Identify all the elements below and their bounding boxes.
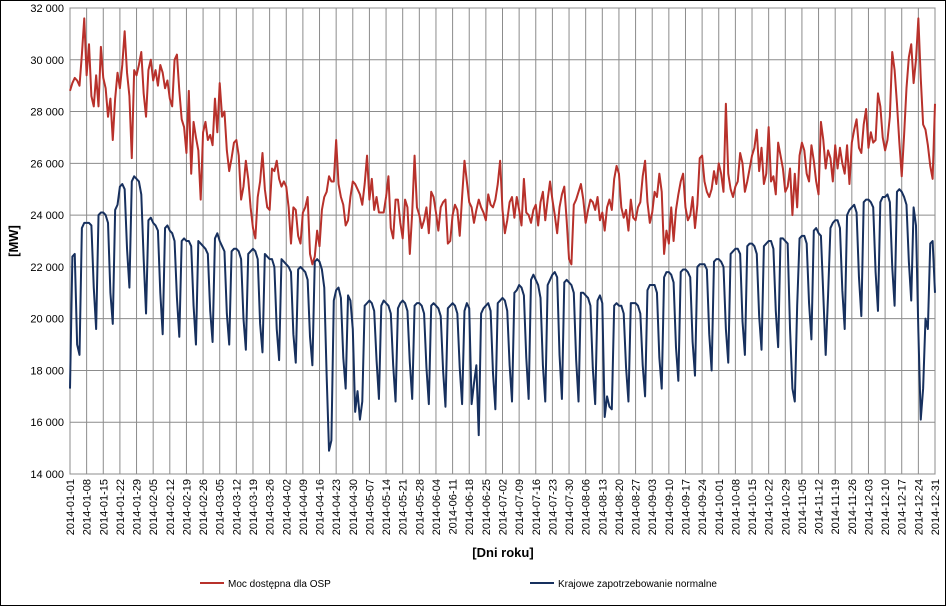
x-tick-label: 2014-04-02 [281, 479, 293, 535]
x-tick-label: 2014-10-29 [780, 479, 792, 535]
x-tick-label: 2014-10-01 [714, 479, 726, 535]
x-tick-label: 2014-12-03 [863, 479, 875, 535]
x-tick-label: 2014-06-18 [464, 479, 476, 535]
x-tick-label: 2014-09-03 [647, 479, 659, 535]
x-tick-label: 2014-11-26 [847, 479, 859, 534]
x-tick-label: 2014-02-05 [148, 479, 160, 535]
x-tick-label: 2014-04-23 [331, 479, 343, 535]
legend-label: Krajowe zapotrzebowanie normalne [558, 579, 717, 590]
y-tick-label: 26 000 [30, 158, 64, 170]
y-tick-label: 14 000 [30, 469, 64, 481]
x-tick-label: 2014-05-21 [398, 479, 410, 535]
x-tick-label: 2014-08-27 [631, 479, 643, 535]
x-tick-label: 2014-11-19 [830, 479, 842, 534]
x-tick-label: 2014-09-17 [680, 479, 692, 535]
x-tick-label: 2014-01-29 [132, 479, 144, 535]
x-tick-label: 2014-02-19 [181, 479, 193, 535]
x-tick-label: 2014-03-12 [231, 479, 243, 535]
x-tick-label: 2014-11-12 [814, 479, 826, 534]
y-tick-label: 24 000 [30, 210, 64, 222]
x-tick-label: 2014-06-25 [481, 479, 493, 535]
x-tick-label: 2014-02-12 [165, 479, 177, 535]
y-tick-label: 16 000 [30, 417, 64, 429]
y-axis-label: [MW] [6, 225, 21, 257]
x-tick-label: 2014-01-08 [82, 479, 94, 535]
y-tick-label: 22 000 [30, 262, 64, 274]
x-tick-label: 2014-06-04 [431, 479, 443, 535]
x-tick-label: 2014-09-24 [697, 479, 709, 535]
x-tick-label: 2014-05-14 [381, 479, 393, 535]
y-tick-label: 32 000 [30, 3, 64, 15]
x-tick-label: 2014-09-10 [664, 479, 676, 535]
x-tick-label: 2014-07-09 [514, 479, 526, 535]
x-tick-label: 2014-01-01 [65, 479, 77, 535]
x-tick-label: 2014-10-15 [747, 479, 759, 535]
x-tick-label: 2014-01-15 [98, 479, 110, 535]
series-line [69, 175, 936, 452]
y-tick-label: 30 000 [30, 55, 64, 67]
x-tick-label: 2014-04-09 [298, 479, 310, 535]
x-tick-label: 2014-05-07 [364, 479, 376, 535]
y-tick-label: 18 000 [30, 365, 64, 377]
x-tick-label: 2014-10-08 [730, 479, 742, 535]
x-tick-label: 2014-07-02 [498, 479, 510, 535]
y-tick-label: 28 000 [30, 107, 64, 119]
x-tick-label: 2014-04-16 [315, 479, 327, 535]
x-tick-label: 2014-07-30 [564, 479, 576, 535]
x-axis-label: [Dni roku] [472, 545, 533, 560]
x-tick-label: 2014-08-20 [614, 479, 626, 535]
x-tick-label: 2014-12-10 [880, 479, 892, 535]
x-tick-label: 2014-03-05 [215, 479, 227, 535]
x-tick-label: 2014-10-22 [764, 479, 776, 535]
x-tick-label: 2014-08-06 [581, 479, 593, 535]
x-tick-label: 2014-12-17 [897, 479, 909, 535]
x-tick-label: 2014-01-22 [115, 479, 127, 535]
y-tick-label: 20 000 [30, 314, 64, 326]
series-line [69, 17, 936, 266]
x-tick-label: 2014-12-31 [930, 479, 942, 535]
x-tick-label: 2014-07-23 [547, 479, 559, 535]
x-tick-label: 2014-12-24 [913, 479, 925, 535]
x-tick-label: 2014-11-05 [797, 479, 809, 534]
legend-label: Moc dostępna dla OSP [228, 579, 331, 590]
x-tick-label: 2014-08-13 [597, 479, 609, 535]
x-tick-label: 2014-05-28 [414, 479, 426, 535]
x-tick-label: 2014-06-11 [448, 479, 460, 534]
x-tick-label: 2014-02-26 [198, 479, 210, 535]
x-tick-label: 2014-07-16 [531, 479, 543, 535]
x-tick-label: 2014-03-19 [248, 479, 260, 535]
x-tick-label: 2014-03-26 [265, 479, 277, 535]
x-tick-label: 2014-04-30 [348, 479, 360, 535]
